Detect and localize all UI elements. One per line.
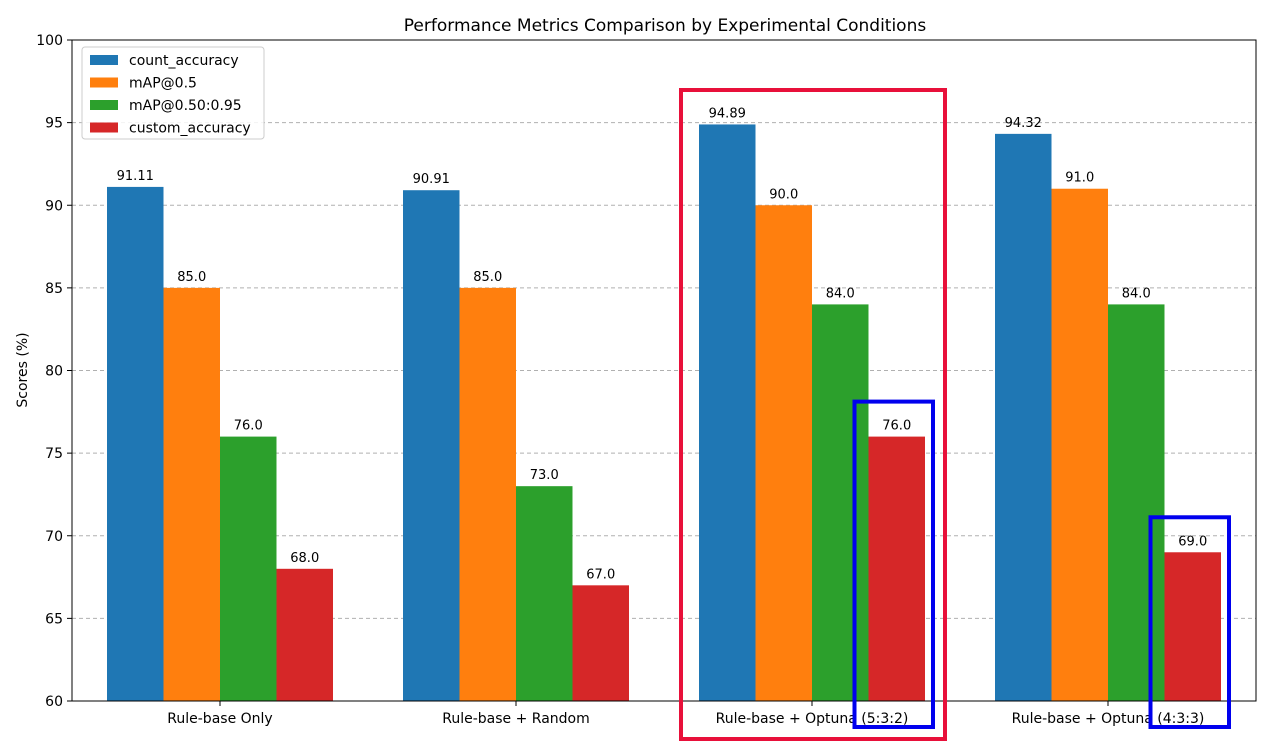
y-tick-label: 95 — [45, 116, 63, 132]
data-label: 73.0 — [530, 468, 559, 483]
legend-box — [81, 46, 265, 140]
highlight-box — [852, 399, 935, 729]
legend-swatch — [90, 55, 118, 65]
bars-layer — [107, 124, 1221, 702]
data-label: 90.0 — [769, 187, 798, 202]
highlight-box — [679, 88, 947, 741]
bar-count_accuracy — [107, 186, 164, 702]
axes-layer: 60 65 70 75 80 85 90 95 100 Rule-base Only Rule-ba… — [36, 33, 1257, 727]
legend-swatch — [90, 100, 118, 110]
bar-custom_accuracy — [868, 436, 925, 701]
bar-custom_accuracy — [572, 585, 629, 701]
legend-label: custom_accuracy — [129, 121, 251, 137]
y-tick-label: 65 — [45, 611, 63, 627]
data-label: 67.0 — [586, 567, 615, 582]
data-label: 76.0 — [234, 419, 263, 434]
y-tick-label: 75 — [45, 446, 63, 462]
y-tick-label: 90 — [45, 198, 63, 214]
bar-mAP@0.5 — [1051, 188, 1108, 702]
y-tick-label: 60 — [45, 694, 63, 710]
bar-count_accuracy — [699, 124, 756, 701]
bar-mAP@0.5 — [459, 287, 516, 701]
bar-count_accuracy — [995, 133, 1052, 701]
bar-custom_accuracy — [276, 568, 333, 701]
data-label: 69.0 — [1178, 534, 1207, 549]
data-label: 90.91 — [413, 172, 450, 187]
x-tick-label: Rule-base + Optuna (4:3:3) — [1012, 711, 1205, 727]
legend-label: count_accuracy — [129, 53, 239, 69]
y-tick-label: 80 — [45, 364, 63, 380]
x-tick-label: Rule-base + Random — [442, 711, 590, 727]
data-label: 85.0 — [177, 270, 206, 285]
legend: count_accuracy mAP@0.5 mAP@0.50:0.95 custom… — [81, 46, 265, 140]
bar-mAP@0.50:0.95 — [516, 486, 573, 701]
bar-mAP@0.50:0.95 — [812, 304, 869, 701]
bar-custom_accuracy — [1164, 552, 1221, 701]
legend-label: mAP@0.50:0.95 — [129, 98, 242, 114]
data-label: 91.11 — [117, 169, 154, 184]
y-tick-label: 85 — [45, 281, 63, 297]
data-label: 85.0 — [473, 270, 502, 285]
data-label: 84.0 — [826, 286, 855, 301]
data-label: 76.0 — [882, 419, 911, 434]
legend-swatch — [90, 122, 118, 133]
annotations-layer — [679, 88, 1231, 741]
data-label: 94.32 — [1005, 116, 1042, 131]
y-tick-label: 100 — [36, 33, 63, 49]
y-tick-label: 70 — [45, 529, 63, 545]
bar-count_accuracy — [403, 190, 460, 701]
data-label: 94.89 — [709, 106, 746, 121]
x-tick-label: Rule-base Only — [167, 711, 272, 727]
chart-title: Performance Metrics Comparison by Experi… — [404, 16, 927, 36]
bar-mAP@0.5 — [755, 205, 812, 701]
data-label: 84.0 — [1122, 286, 1151, 301]
bar-mAP@0.50:0.95 — [220, 436, 277, 701]
legend-label: mAP@0.5 — [129, 76, 197, 92]
data-label: 91.0 — [1065, 171, 1094, 186]
bar-mAP@0.50:0.95 — [1108, 304, 1165, 701]
labels-layer: 91.11 85.0 76.0 68.0 90.91 85.0 73.0 67.0 94.89 9… — [117, 106, 1208, 582]
highlight-box — [1148, 515, 1231, 730]
data-label: 68.0 — [290, 551, 319, 566]
legend-swatch — [90, 77, 118, 88]
x-tick-label: Rule-base + Optuna (5:3:2) — [716, 711, 909, 727]
y-axis-label: Scores (%) — [15, 332, 31, 407]
bar-mAP@0.5 — [163, 287, 220, 701]
